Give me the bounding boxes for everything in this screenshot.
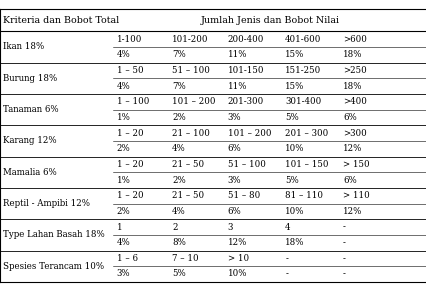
Text: Ikan 18%: Ikan 18%: [3, 42, 44, 52]
Text: -: -: [342, 270, 345, 278]
Text: 21 – 50: 21 – 50: [172, 160, 204, 169]
Text: 101-150: 101-150: [227, 66, 263, 75]
Text: 5%: 5%: [285, 113, 298, 122]
Text: 1%: 1%: [116, 113, 130, 122]
Text: 10%: 10%: [285, 144, 304, 153]
Text: 6%: 6%: [342, 176, 356, 185]
Text: 12%: 12%: [342, 144, 361, 153]
Text: > 110: > 110: [342, 191, 369, 200]
Text: 7%: 7%: [172, 50, 185, 59]
Text: 3%: 3%: [227, 113, 241, 122]
Text: Mamalia 6%: Mamalia 6%: [3, 168, 56, 177]
Text: Tanaman 6%: Tanaman 6%: [3, 105, 58, 114]
Text: 15%: 15%: [285, 50, 304, 59]
Text: 1-100: 1-100: [116, 35, 141, 44]
Text: 18%: 18%: [342, 82, 362, 91]
Text: 6%: 6%: [342, 113, 356, 122]
Text: Reptil - Ampibi 12%: Reptil - Ampibi 12%: [3, 199, 89, 208]
Text: 8%: 8%: [172, 238, 185, 247]
Text: 4%: 4%: [172, 207, 185, 216]
Text: 7 – 10: 7 – 10: [172, 254, 198, 263]
Text: 11%: 11%: [227, 50, 247, 59]
Text: 2: 2: [172, 223, 177, 231]
Text: Type Lahan Basah 18%: Type Lahan Basah 18%: [3, 230, 104, 239]
Text: 101 – 200: 101 – 200: [172, 97, 215, 106]
Text: -: -: [285, 270, 288, 278]
Text: 1 – 20: 1 – 20: [116, 160, 143, 169]
Text: 3%: 3%: [227, 176, 241, 185]
Text: 1 – 20: 1 – 20: [116, 191, 143, 200]
Text: 7%: 7%: [172, 82, 185, 91]
Text: 51 – 80: 51 – 80: [227, 191, 259, 200]
Text: 4%: 4%: [116, 82, 130, 91]
Text: 11%: 11%: [227, 82, 247, 91]
Text: 5%: 5%: [285, 176, 298, 185]
Text: 81 – 110: 81 – 110: [285, 191, 322, 200]
Text: 51 – 100: 51 – 100: [172, 66, 210, 75]
Text: Kriteria dan Bobot Total: Kriteria dan Bobot Total: [3, 16, 118, 25]
Text: 21 – 50: 21 – 50: [172, 191, 204, 200]
Text: 3: 3: [227, 223, 233, 231]
Text: 2%: 2%: [116, 144, 130, 153]
Text: 151-250: 151-250: [285, 66, 321, 75]
Text: 6%: 6%: [227, 207, 241, 216]
Text: >400: >400: [342, 97, 366, 106]
Text: Karang 12%: Karang 12%: [3, 136, 56, 146]
Text: 1 – 6: 1 – 6: [116, 254, 137, 263]
Text: 201-300: 201-300: [227, 97, 263, 106]
Text: 12%: 12%: [342, 207, 361, 216]
Text: -: -: [342, 238, 345, 247]
Text: 1 – 50: 1 – 50: [116, 66, 143, 75]
Text: 2%: 2%: [172, 176, 185, 185]
Text: 101-200: 101-200: [172, 35, 208, 44]
Text: 401-600: 401-600: [285, 35, 321, 44]
Text: 101 – 150: 101 – 150: [285, 160, 328, 169]
Text: 301-400: 301-400: [285, 97, 321, 106]
Text: 5%: 5%: [172, 270, 185, 278]
Text: 15%: 15%: [285, 82, 304, 91]
Text: Spesies Terancam 10%: Spesies Terancam 10%: [3, 262, 104, 271]
Text: 10%: 10%: [285, 207, 304, 216]
Text: 18%: 18%: [342, 50, 362, 59]
Text: >300: >300: [342, 129, 366, 138]
Text: 2%: 2%: [172, 113, 185, 122]
Text: 12%: 12%: [227, 238, 246, 247]
Text: > 150: > 150: [342, 160, 368, 169]
Text: 4%: 4%: [172, 144, 185, 153]
Text: 201 – 300: 201 – 300: [285, 129, 328, 138]
Text: Burung 18%: Burung 18%: [3, 74, 57, 83]
Text: Jumlah Jenis dan Bobot Nilai: Jumlah Jenis dan Bobot Nilai: [200, 16, 339, 25]
Text: 51 – 100: 51 – 100: [227, 160, 265, 169]
Text: 3%: 3%: [116, 270, 130, 278]
Text: 4%: 4%: [116, 50, 130, 59]
Text: 4%: 4%: [116, 238, 130, 247]
Text: >600: >600: [342, 35, 366, 44]
Text: 18%: 18%: [285, 238, 304, 247]
Text: 101 – 200: 101 – 200: [227, 129, 271, 138]
Text: -: -: [342, 254, 345, 263]
Text: -: -: [342, 223, 345, 231]
Text: 1 – 100: 1 – 100: [116, 97, 149, 106]
Text: 6%: 6%: [227, 144, 241, 153]
Text: 200-400: 200-400: [227, 35, 263, 44]
Text: >250: >250: [342, 66, 366, 75]
Text: 1: 1: [116, 223, 122, 231]
Text: 2%: 2%: [116, 207, 130, 216]
Text: 10%: 10%: [227, 270, 247, 278]
Text: 1%: 1%: [116, 176, 130, 185]
Text: 21 – 100: 21 – 100: [172, 129, 210, 138]
Text: > 10: > 10: [227, 254, 248, 263]
Text: -: -: [285, 254, 288, 263]
Text: 4: 4: [285, 223, 290, 231]
Text: 1 – 20: 1 – 20: [116, 129, 143, 138]
